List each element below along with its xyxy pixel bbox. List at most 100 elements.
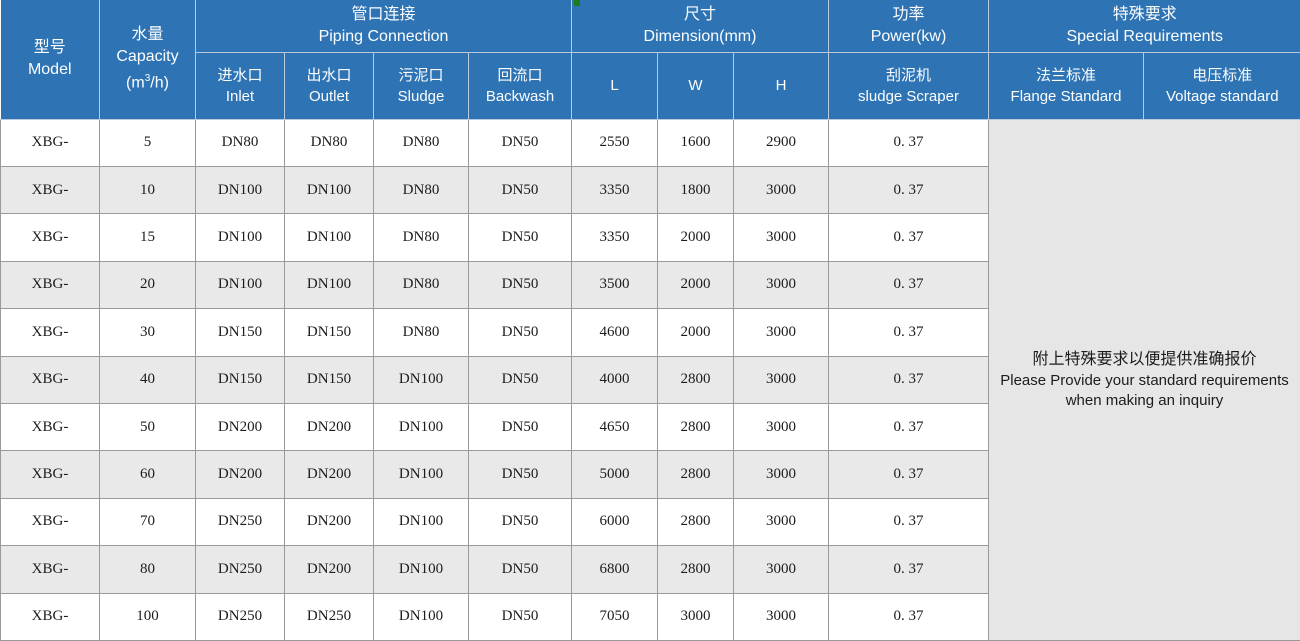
cell-l: 3350	[571, 165, 658, 215]
table-row: XBG- 60 DN200 DN200 DN100 DN50 5000 2800 3000 0. …	[0, 450, 1300, 499]
cell-w: 2000	[657, 213, 734, 262]
cell-power: 0. 37	[828, 165, 989, 215]
table-row: XBG- 10 DN100 DN100 DN80 DN50 3350 1800 3000 0. 3…	[0, 165, 1300, 215]
cell-l: 3500	[571, 260, 658, 310]
cell-l: 4650	[571, 402, 658, 452]
cell-h: 3000	[733, 592, 829, 641]
header-capacity-en: Capacity	[116, 48, 179, 66]
cell-capacity: 10	[99, 165, 196, 215]
cell-inlet: DN150	[195, 308, 285, 357]
cell-w: 1600	[657, 118, 734, 167]
green-artifact-mark	[574, 0, 580, 6]
table-row: XBG- 70 DN250 DN200 DN100 DN50 6000 2800 3000 0. …	[0, 497, 1300, 547]
header-group-dimension: 尺寸 Dimension(mm)	[571, 0, 829, 53]
cell-h: 3000	[733, 402, 829, 452]
cell-outlet: DN200	[284, 497, 374, 547]
header-group-special-requirements: 特殊要求 Special Requirements	[988, 0, 1300, 53]
cell-sludge: DN80	[373, 260, 469, 310]
cell-inlet: DN80	[195, 118, 285, 167]
cell-sludge: DN80	[373, 213, 469, 262]
special-requirements-note: 附上特殊要求以便提供准确报价 Please Provide your standa…	[988, 118, 1300, 641]
cell-h: 3000	[733, 260, 829, 310]
cell-sludge: DN100	[373, 497, 469, 547]
cell-power: 0. 37	[828, 260, 989, 310]
cell-l: 5000	[571, 450, 658, 499]
header-model-en: Model	[27, 61, 72, 79]
cell-sludge: DN100	[373, 592, 469, 641]
cell-model: XBG-	[0, 213, 100, 262]
table-row: XBG- 30 DN150 DN150 DN80 DN50 4600 2000 3000 0. 3…	[0, 308, 1300, 357]
cell-model: XBG-	[0, 118, 100, 167]
cell-sludge: DN80	[373, 308, 469, 357]
header-model: 型号 Model	[0, 0, 100, 120]
header-length: L	[571, 51, 658, 120]
cell-outlet: DN80	[284, 118, 374, 167]
cell-backwash: DN50	[468, 118, 572, 167]
table-row: XBG- 5 DN80 DN80 DN80 DN50 2550 1600 2900 0. 37 附上…	[0, 118, 1300, 641]
cell-capacity: 70	[99, 497, 196, 547]
cell-inlet: DN200	[195, 402, 285, 452]
cell-capacity: 80	[99, 545, 196, 594]
cell-inlet: DN100	[195, 165, 285, 215]
cell-model: XBG-	[0, 308, 100, 357]
cell-backwash: DN50	[468, 355, 572, 404]
cell-h: 2900	[733, 118, 829, 167]
cell-outlet: DN100	[284, 213, 374, 262]
cell-l: 6000	[571, 497, 658, 547]
cell-capacity: 60	[99, 450, 196, 499]
cell-backwash: DN50	[468, 402, 572, 452]
cell-h: 3000	[733, 450, 829, 499]
cell-inlet: DN250	[195, 592, 285, 641]
table-row: XBG- 15 DN100 DN100 DN80 DN50 3350 2000 3000 0. 3…	[0, 213, 1300, 262]
cell-power: 0. 37	[828, 592, 989, 641]
cell-w: 2800	[657, 450, 734, 499]
cell-inlet: DN100	[195, 213, 285, 262]
header-group-power: 功率 Power(kw)	[828, 0, 989, 53]
cell-model: XBG-	[0, 260, 100, 310]
header-voltage-standard: 电压标准 Voltage standard	[1143, 51, 1300, 120]
table-row: XBG- 80 DN250 DN200 DN100 DN50 6800 2800 3000 0. …	[0, 545, 1300, 594]
header-flange-standard: 法兰标准 Flange Standard	[988, 51, 1144, 120]
cell-backwash: DN50	[468, 213, 572, 262]
cell-w: 1800	[657, 165, 734, 215]
cell-h: 3000	[733, 213, 829, 262]
cell-backwash: DN50	[468, 260, 572, 310]
cell-power: 0. 37	[828, 355, 989, 404]
cell-sludge: DN100	[373, 545, 469, 594]
header-width: W	[657, 51, 734, 120]
header-inlet: 进水口 Inlet	[195, 51, 285, 120]
cell-inlet: DN200	[195, 450, 285, 499]
note-line-en2: when making an inquiry	[1065, 391, 1224, 409]
cell-outlet: DN250	[284, 592, 374, 641]
cell-h: 3000	[733, 545, 829, 594]
cell-w: 2800	[657, 545, 734, 594]
cell-power: 0. 37	[828, 308, 989, 357]
table-row: XBG- 20 DN100 DN100 DN80 DN50 3500 2000 3000 0. 3…	[0, 260, 1300, 310]
header-row-sub: 进水口 Inlet 出水口 Outlet 污泥口 Sludge 回流口 Back…	[1, 51, 1300, 120]
header-outlet: 出水口 Outlet	[284, 51, 374, 120]
cell-w: 2800	[657, 355, 734, 404]
cell-h: 3000	[733, 355, 829, 404]
table-row: XBG- 50 DN200 DN200 DN100 DN50 4650 2800 3000 0. …	[0, 402, 1300, 452]
cell-sludge: DN100	[373, 450, 469, 499]
cell-backwash: DN50	[468, 545, 572, 594]
cell-power: 0. 37	[828, 402, 989, 452]
header-group-piping-connection: 管口连接 Piping Connection	[195, 0, 572, 53]
cell-l: 4600	[571, 308, 658, 357]
cell-sludge: DN80	[373, 118, 469, 167]
cell-l: 4000	[571, 355, 658, 404]
cell-capacity: 100	[99, 592, 196, 641]
cell-backwash: DN50	[468, 450, 572, 499]
cell-outlet: DN100	[284, 165, 374, 215]
cell-inlet: DN250	[195, 545, 285, 594]
header-model-zh: 型号	[33, 39, 66, 57]
cell-inlet: DN150	[195, 355, 285, 404]
cell-capacity: 40	[99, 355, 196, 404]
cell-outlet: DN200	[284, 545, 374, 594]
cell-capacity: 5	[99, 118, 196, 167]
cell-w: 3000	[657, 592, 734, 641]
cell-inlet: DN100	[195, 260, 285, 310]
cell-power: 0. 37	[828, 213, 989, 262]
table-header: 型号 Model 水量 Capacity (m3/h) 管口连接 Piping …	[0, 0, 1300, 120]
cell-inlet: DN250	[195, 497, 285, 547]
